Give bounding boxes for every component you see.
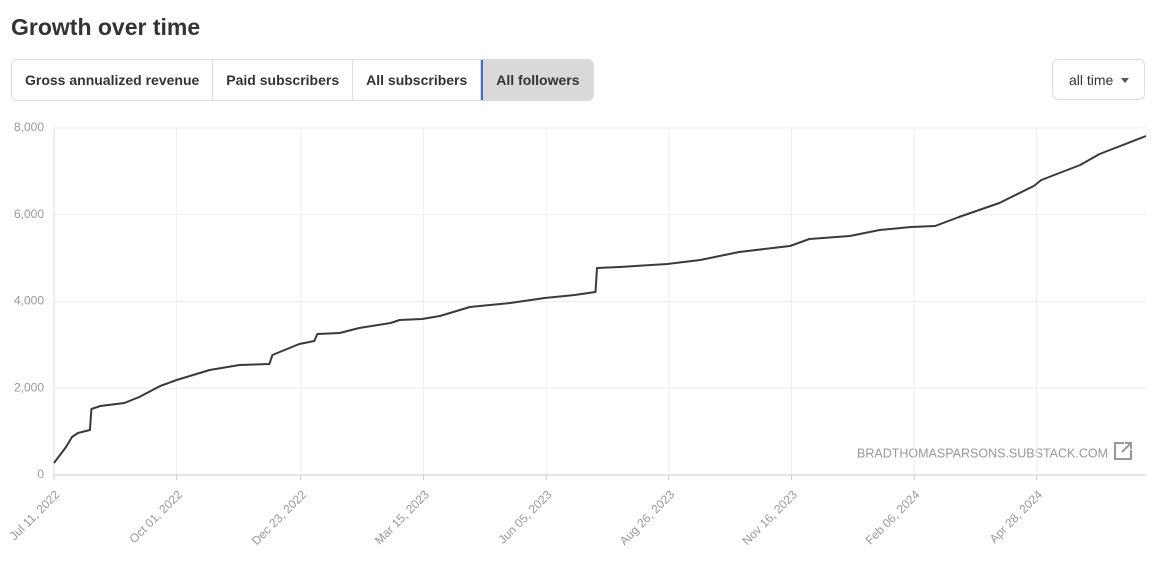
- tab[interactable]: Gross annualized revenue: [12, 60, 214, 100]
- x-tick-label: Apr 28, 2024: [987, 487, 1046, 546]
- x-tick-label: Jun 05, 2023: [496, 487, 555, 546]
- x-tick-label: Mar 15, 2023: [372, 487, 432, 547]
- range-dropdown[interactable]: all time: [1052, 59, 1145, 100]
- x-tick-label: Aug 26, 2023: [617, 487, 678, 548]
- y-tick-label: 6,000: [14, 207, 44, 221]
- line-series: [53, 135, 1147, 464]
- y-tick-label: 8,000: [14, 120, 44, 134]
- watermark: BRADTHOMASPARSONS.SUBSTACK.COM: [857, 446, 1108, 460]
- x-tick-label: Feb 06, 2024: [863, 487, 923, 547]
- page-title: Growth over time: [11, 14, 201, 40]
- external-link-icon: [1114, 442, 1132, 460]
- tab-bar: Gross annualized revenue Paid subscribers…: [11, 59, 594, 101]
- tab[interactable]: Paid subscribers: [213, 60, 354, 100]
- y-tick-label: 0: [37, 467, 44, 481]
- x-tick-label: Dec 23, 2022: [249, 487, 310, 548]
- tab[interactable]: All followers: [481, 60, 593, 100]
- tab[interactable]: All subscribers: [353, 60, 482, 100]
- x-tick-label: Jul 11, 2022: [7, 487, 63, 543]
- y-tick-label: 4,000: [14, 294, 44, 308]
- y-tick-label: 2,000: [14, 380, 44, 394]
- x-tick-label: Nov 16, 2023: [739, 487, 800, 548]
- plot-area: 0 2,000 4,000 6,000 8,000 Jul 11, 2022 Oct 01,…: [7, 120, 1147, 548]
- x-tick-label: Oct 01, 2022: [127, 487, 186, 546]
